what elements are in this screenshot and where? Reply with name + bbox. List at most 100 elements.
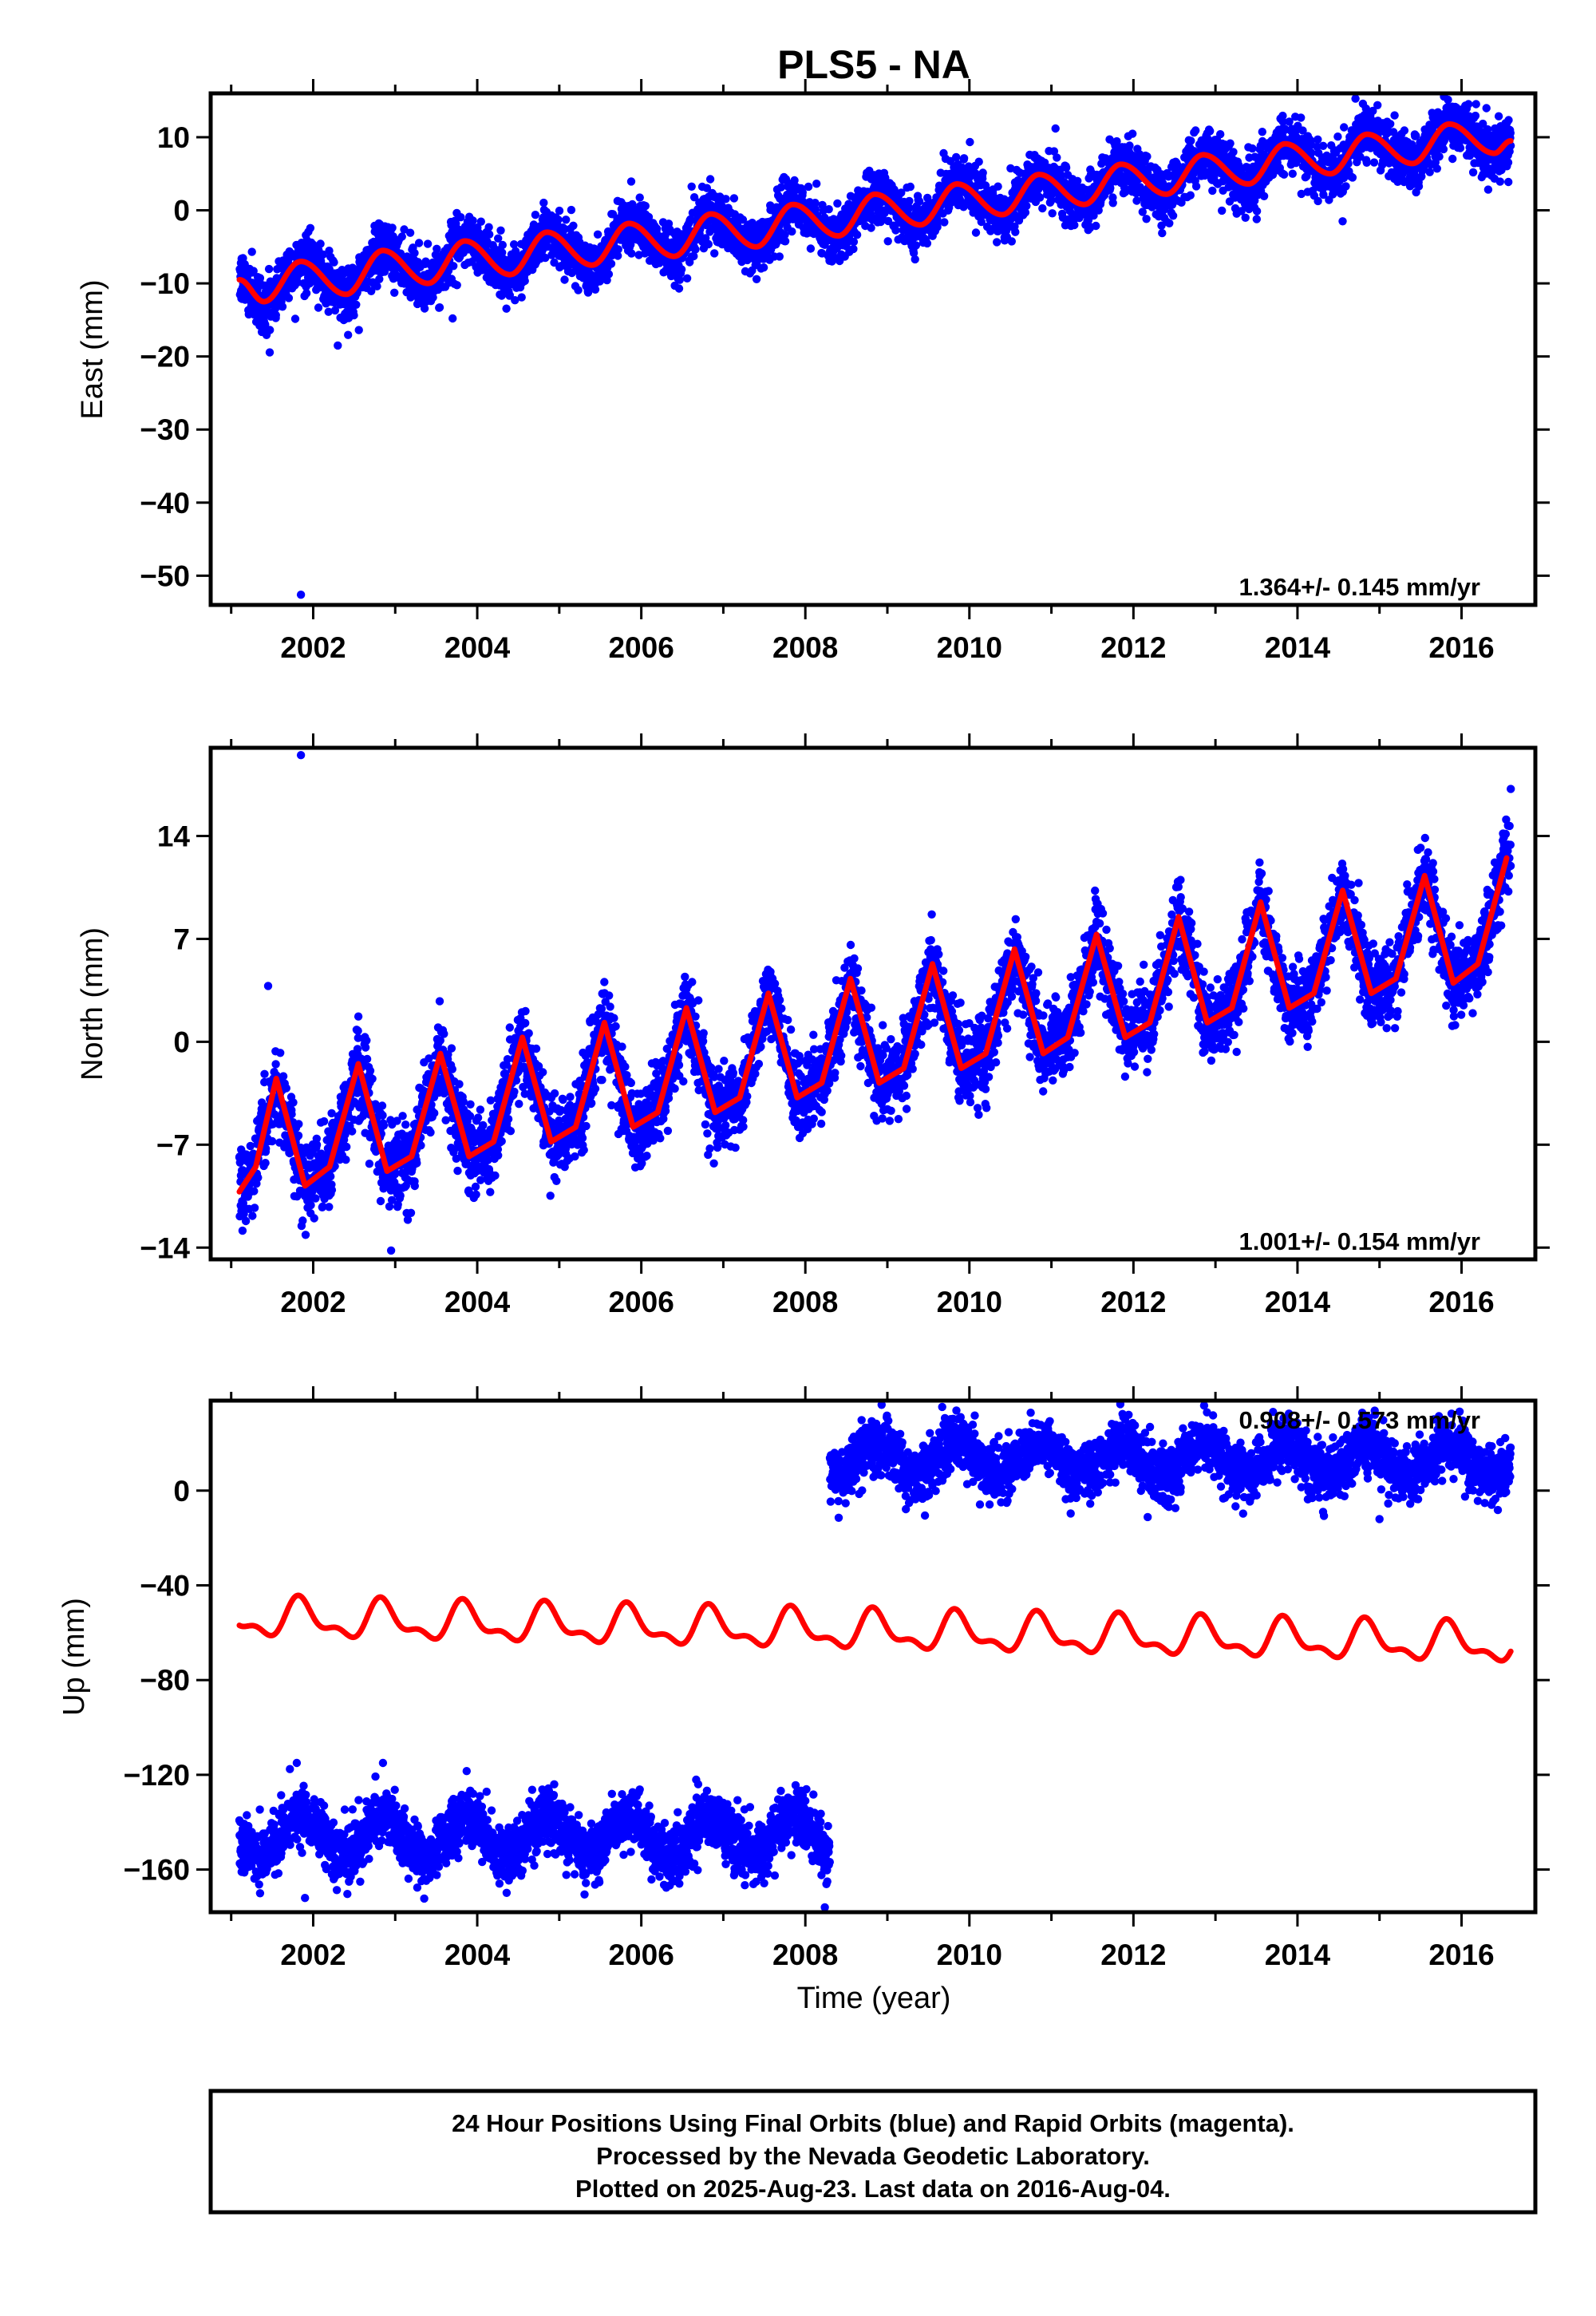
east-point <box>511 296 519 305</box>
east-point <box>1011 227 1020 236</box>
east-point <box>354 326 363 334</box>
east-point <box>1165 219 1174 227</box>
east-point <box>484 223 493 231</box>
east-point <box>1186 191 1195 200</box>
east-point <box>1414 182 1424 191</box>
east-point <box>1400 126 1409 135</box>
east-point <box>1258 128 1267 136</box>
east-point <box>1248 144 1257 153</box>
east-point <box>517 293 526 302</box>
east-point <box>410 248 419 258</box>
east-point <box>978 168 987 177</box>
east-point <box>1241 213 1250 222</box>
east-point <box>1341 182 1350 191</box>
east-point <box>1187 136 1195 145</box>
east-point <box>1206 127 1215 136</box>
east-point <box>554 215 563 224</box>
east-point <box>804 182 813 192</box>
east-point <box>883 237 892 246</box>
east-point <box>324 307 333 316</box>
east-point <box>593 230 602 239</box>
east-point <box>626 240 635 249</box>
east-point <box>1191 126 1200 135</box>
east-point <box>375 275 384 283</box>
east-point <box>435 303 444 312</box>
east-point <box>1448 154 1457 164</box>
east-point <box>971 228 981 237</box>
east-point <box>1218 206 1227 215</box>
east-point <box>729 194 739 203</box>
east-point <box>498 240 507 250</box>
east-point <box>502 304 511 313</box>
east-point <box>1340 123 1349 132</box>
east-point <box>788 227 796 236</box>
east-point <box>1226 139 1235 148</box>
east-point <box>249 267 258 275</box>
east-point <box>367 287 376 295</box>
east-point <box>1444 95 1452 105</box>
east-point <box>452 281 461 290</box>
east-point <box>1252 215 1262 223</box>
east-point <box>1158 228 1167 238</box>
east-point <box>330 306 340 315</box>
east-point <box>674 284 684 293</box>
east-point <box>775 252 784 261</box>
east-point <box>812 180 821 188</box>
east-point <box>574 286 583 294</box>
east-point <box>752 275 761 283</box>
east-final-orbit-points <box>235 93 1515 599</box>
east-point <box>247 247 256 256</box>
east-point <box>1369 158 1379 167</box>
east-point <box>1038 204 1047 213</box>
east-point <box>1070 220 1079 230</box>
east-point <box>682 274 692 283</box>
east-point <box>562 215 571 224</box>
east-point <box>867 223 875 232</box>
east-point <box>405 228 415 237</box>
east-point <box>539 198 548 207</box>
east-point <box>456 213 465 222</box>
east-point <box>974 157 983 166</box>
east-point <box>543 242 552 251</box>
east-point <box>414 239 424 247</box>
east-point <box>1435 152 1444 161</box>
east-point <box>1318 141 1328 150</box>
east-point <box>1259 192 1269 200</box>
east-point <box>644 212 654 222</box>
east-point <box>550 258 559 267</box>
east-point <box>614 251 622 260</box>
east-point <box>1125 141 1134 150</box>
east-point <box>350 310 358 320</box>
east-point <box>433 244 441 253</box>
east-point <box>468 216 477 225</box>
east-point <box>1048 209 1057 218</box>
east-point <box>959 154 969 163</box>
east-point <box>1351 94 1360 103</box>
east-point <box>1348 173 1357 182</box>
east-point <box>290 314 300 323</box>
east-point <box>922 239 932 248</box>
east-point <box>541 253 550 263</box>
east-point <box>271 310 280 320</box>
east-point <box>531 211 540 219</box>
east-point <box>1022 201 1031 211</box>
east-data <box>235 93 1515 599</box>
east-point <box>1128 129 1137 138</box>
east-point <box>520 276 529 286</box>
east-point <box>1252 207 1262 215</box>
east-point <box>476 217 485 226</box>
east-point <box>824 205 833 214</box>
east-point <box>1373 101 1382 109</box>
east-point <box>485 230 494 239</box>
east-point <box>255 274 265 283</box>
east-point <box>652 224 662 233</box>
east-point <box>677 265 686 274</box>
east-point <box>555 206 564 215</box>
east-point <box>1143 152 1152 161</box>
east-point <box>388 223 397 232</box>
east-point <box>806 244 816 253</box>
east-point <box>496 226 505 235</box>
east-point <box>509 240 519 249</box>
east-point <box>449 262 458 271</box>
